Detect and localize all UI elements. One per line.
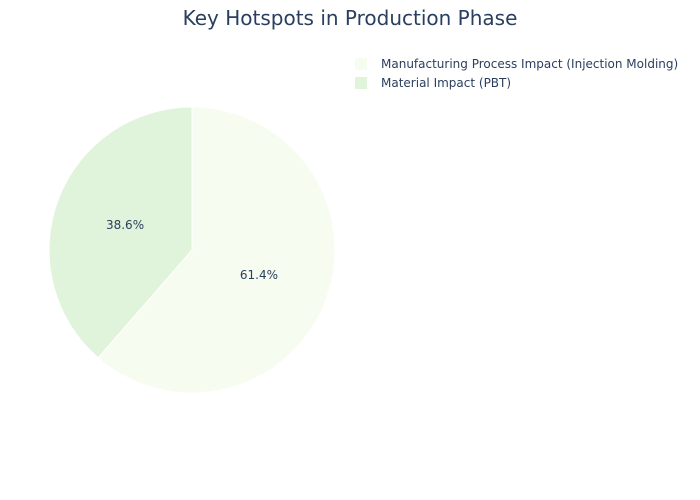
pie-slice[interactable] <box>48 106 193 359</box>
pie-slice-labels: 61.4% 38.6% <box>106 218 278 282</box>
legend-swatch <box>355 77 367 89</box>
chart-title: Key Hotspots in Production Phase <box>183 6 518 30</box>
pie-slice[interactable] <box>97 106 336 394</box>
legend-swatch <box>355 58 367 70</box>
legend-label: Material Impact (PBT) <box>381 76 511 90</box>
legend: Manufacturing Process Impact (Injection … <box>355 57 678 90</box>
legend-item[interactable]: Material Impact (PBT) <box>355 76 511 90</box>
pie-slices <box>48 106 336 394</box>
slice-value-label: 61.4% <box>240 268 278 282</box>
legend-label: Manufacturing Process Impact (Injection … <box>381 57 678 71</box>
slice-value-label: 38.6% <box>106 218 144 232</box>
legend-item[interactable]: Manufacturing Process Impact (Injection … <box>355 57 678 71</box>
